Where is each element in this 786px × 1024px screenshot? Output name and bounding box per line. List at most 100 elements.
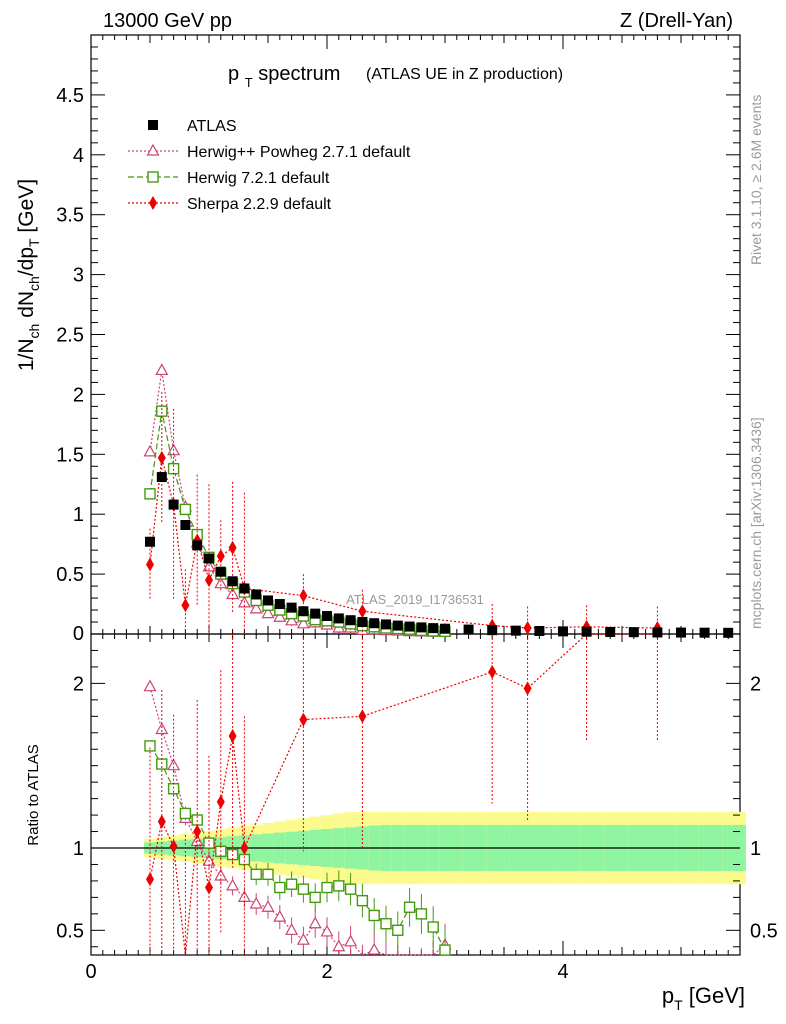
atlas-point (581, 626, 592, 637)
axis-tick-labels: 0 2 40.511.522.533.544.500.5 0.51 12 2 (56, 85, 778, 983)
sherpa-point (358, 604, 367, 619)
atlas-point (440, 623, 450, 634)
x-axis-title: pT [GeV] (662, 983, 745, 1013)
atlas-point (676, 627, 686, 638)
herwigpp-ratio-point (320, 924, 334, 937)
x-tick-label: 0 (85, 961, 96, 983)
sherpa-ratio-point (193, 824, 202, 839)
title-analysis-desc: (ATLAS UE in Z production) (366, 66, 563, 83)
atlas-point (605, 626, 616, 637)
atlas-point (156, 472, 167, 483)
mcplots-label: mcplots.cern.ch [arXiv:1306.3436] (748, 417, 764, 629)
sherpa-point (205, 573, 213, 588)
sherpa-ratio-point (299, 712, 308, 727)
sherpa-ratio-point (523, 681, 532, 696)
sherpa-point (216, 549, 225, 564)
atlas-point (652, 627, 663, 638)
herwigpp-ratio-point (261, 900, 275, 912)
sherpa-ratio-point (157, 814, 166, 829)
ratio-plot-frame (90, 633, 741, 956)
legend-label: ATLAS (187, 118, 237, 135)
sherpa-ratio-point (146, 872, 154, 887)
herwigpp-point (143, 444, 157, 457)
herwigpp-point (249, 601, 263, 614)
atlas-point (251, 589, 262, 600)
herwigpp-ratio-point (249, 896, 263, 909)
atlas-point (487, 625, 498, 636)
herwig7-ratio-point (238, 853, 251, 866)
herwig7-ratio-point (203, 837, 215, 849)
ratio-tick-label: 0.5 (56, 920, 84, 942)
legend-label: Sherpa 2.2.9 default (187, 196, 332, 213)
atlas-point (180, 519, 191, 530)
analysis-watermark: ATLAS_2019_I1736531 (346, 592, 484, 607)
ratio-tick-label-right: 0.5 (750, 920, 778, 942)
title-sub: T (245, 75, 253, 90)
ratio-tick-label: 1 (73, 838, 84, 860)
herwigpp-ratio-point (296, 932, 310, 945)
herwig7-ratio-point (285, 878, 298, 890)
herwig7-ratio-point (392, 924, 404, 937)
atlas-point (463, 624, 474, 635)
herwigpp-ratio-point (273, 909, 287, 922)
herwig7-ratio-point (274, 881, 286, 894)
atlas-point (392, 620, 403, 631)
herwigpp-ratio-point (344, 934, 358, 947)
herwigpp-point (296, 616, 310, 629)
y-tick-label: 4.5 (56, 85, 84, 107)
herwigpp-ratio-point (226, 878, 240, 891)
atlas-point (286, 602, 297, 613)
svg-text:p T spectrum: p T spectrum (228, 63, 340, 92)
title-rest: spectrum (258, 63, 340, 85)
atlas-point (381, 619, 391, 630)
atlas-point (428, 623, 439, 634)
header-energy: 13000 GeV pp (103, 10, 232, 32)
legend-item-atlas: ATLAS (148, 118, 237, 135)
sherpa-ratio-line (149, 633, 658, 956)
y-tick-label: 1 (73, 504, 84, 526)
legend-label: Herwig 7.2.1 default (187, 170, 330, 187)
legend: ATLAS Herwig++ Powheg 2.7.1 default Herwig… (128, 118, 411, 213)
atlas-point (404, 621, 415, 632)
herwig7-ratio-point (179, 807, 192, 820)
sherpa-ratio-point (169, 839, 178, 854)
atlas-point (534, 626, 545, 637)
herwig7-ratio-point (380, 918, 392, 930)
sherpa-point (146, 557, 154, 572)
atlas-point (274, 599, 285, 610)
herwigpp-ratio-point (167, 758, 181, 771)
x-tick-label: 4 (557, 961, 568, 983)
herwigpp-ratio-line (149, 686, 446, 956)
herwig7-ratio-point (144, 740, 156, 752)
sherpa-ratio-point (488, 664, 497, 679)
herwig7-point (156, 405, 168, 417)
herwig7-ratio-point (321, 881, 333, 894)
herwigpp-ratio-point (332, 939, 346, 952)
legend-marker (147, 171, 159, 183)
atlas-point (192, 540, 203, 551)
herwigpp-ratio-point (285, 923, 299, 935)
atlas-point (369, 618, 380, 629)
herwigpp-ratio-point (308, 916, 322, 929)
sherpa-point (228, 540, 237, 555)
herwig7-point (179, 503, 192, 516)
atlas-point (699, 627, 710, 638)
data-series (143, 363, 734, 956)
ratio-herwig7 (144, 740, 451, 956)
atlas-point (168, 499, 179, 510)
y-axis-title-ratio: Ratio to ATLAS (25, 744, 42, 845)
herwigpp-ratio-point (367, 942, 381, 955)
atlas-point (215, 566, 226, 577)
herwig7-ratio-point (439, 944, 451, 956)
legend-item-herwigpp: Herwig++ Powheg 2.7.1 default (128, 143, 411, 161)
sherpa-ratio-point (205, 880, 213, 895)
sherpa-point (523, 621, 532, 636)
herwigpp-ratio-point (155, 722, 169, 735)
y-axis-title-main: 1/Nch dNch/dpT [GeV] (15, 179, 42, 371)
herwigpp-point (214, 576, 228, 589)
herwigpp-point (155, 363, 169, 376)
x-tick-label: 2 (321, 961, 332, 983)
series-atlas (145, 472, 734, 638)
herwig7-ratio-point (368, 909, 380, 922)
sherpa-ratio-point (216, 794, 225, 809)
